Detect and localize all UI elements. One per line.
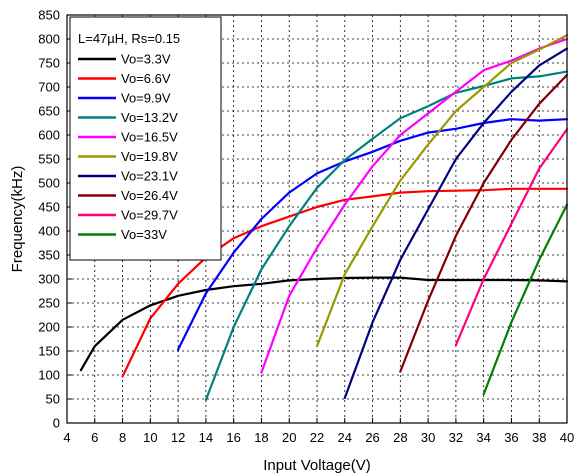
legend-entry: Vo=13.2V: [121, 110, 178, 125]
series-line-6: [315, 34, 569, 348]
series-line-2: [121, 187, 569, 378]
x-tick-label: 32: [449, 430, 463, 445]
series-lines: [79, 34, 569, 402]
y-tick-label: 400: [38, 224, 60, 239]
x-tick-label: 28: [393, 430, 407, 445]
legend-box: [69, 16, 222, 261]
y-tick-label: 200: [38, 320, 60, 335]
x-tick-label: 14: [199, 430, 213, 445]
legend-entry: Vo=3.3V: [121, 52, 171, 67]
y-tick-label: 750: [38, 56, 60, 71]
y-tick-label: 250: [38, 296, 60, 311]
legend-entry: Vo=29.7V: [121, 208, 178, 223]
legend-entry: Vo=9.9V: [121, 91, 171, 106]
y-tick-label: 700: [38, 80, 60, 95]
y-tick-label: 650: [38, 104, 60, 119]
x-tick-label: 10: [143, 430, 157, 445]
x-tick-label: 30: [421, 430, 435, 445]
x-tick-label: 24: [338, 430, 352, 445]
x-tick-label: 8: [119, 430, 126, 445]
legend-title: L=47µH, Rs=0.15: [78, 31, 180, 46]
y-axis-label: Frequency(kHz): [9, 166, 26, 273]
x-tick-label: 4: [63, 430, 70, 445]
y-tick-label: 450: [38, 200, 60, 215]
y-tick-label: 600: [38, 128, 60, 143]
y-tick-label: 350: [38, 248, 60, 263]
y-tick-label: 0: [53, 416, 60, 431]
y-tick-label: 550: [38, 152, 60, 167]
y-tick-label: 100: [38, 368, 60, 383]
series-line-3: [177, 118, 569, 351]
series-line-9: [454, 128, 569, 347]
legend-entry: Vo=26.4V: [121, 188, 178, 203]
x-tick-labels: 4 6 8 10 12 14 16 18 20 22 24 26 28 30 32 34 36 38 40: [63, 430, 574, 445]
x-tick-label: 16: [226, 430, 240, 445]
y-tick-label: 500: [38, 176, 60, 191]
x-axis-label: Input Voltage(V): [263, 457, 371, 474]
legend: L=47µH, Rs=0.15 Vo=3.3VVo=6.6VVo=9.9VVo=…: [69, 16, 222, 261]
y-tick-label: 50: [46, 392, 60, 407]
series-line-10: [482, 203, 569, 396]
x-tick-label: 18: [254, 430, 268, 445]
x-tick-label: 22: [310, 430, 324, 445]
legend-entry: Vo=33V: [121, 227, 167, 242]
series-line-4: [204, 70, 569, 402]
x-tick-label: 36: [504, 430, 518, 445]
x-tick-label: 6: [91, 430, 98, 445]
series-line-8: [399, 73, 569, 373]
x-tick-label: 12: [171, 430, 185, 445]
legend-entry: Vo=6.6V: [121, 71, 171, 86]
legend-entry: Vo=19.8V: [121, 149, 178, 164]
x-tick-label: 20: [282, 430, 296, 445]
plot-frame: [66, 14, 568, 424]
series-line-7: [343, 47, 569, 400]
legend-items: Vo=3.3V Vo=6.6V Vo=9.9V Vo=13.2V Vo=16.5V Vo=…: [78, 52, 178, 242]
y-tick-label: 150: [38, 344, 60, 359]
series-line-5: [260, 37, 569, 374]
x-tick-label: 34: [476, 430, 490, 445]
x-tick-label: 40: [560, 430, 574, 445]
y-tick-label: 850: [38, 8, 60, 23]
y-tick-label: 300: [38, 272, 60, 287]
x-tick-label: 26: [365, 430, 379, 445]
legend-entry: Vo=23.1V: [121, 169, 178, 184]
y-tick-label: 800: [38, 32, 60, 47]
y-tick-labels: 0 50 100 150 200 250 300 350 400 450 500 550 600 650 7…: [38, 8, 60, 431]
legend-entry: Vo=16.5V: [121, 130, 178, 145]
x-tick-label: 38: [532, 430, 546, 445]
